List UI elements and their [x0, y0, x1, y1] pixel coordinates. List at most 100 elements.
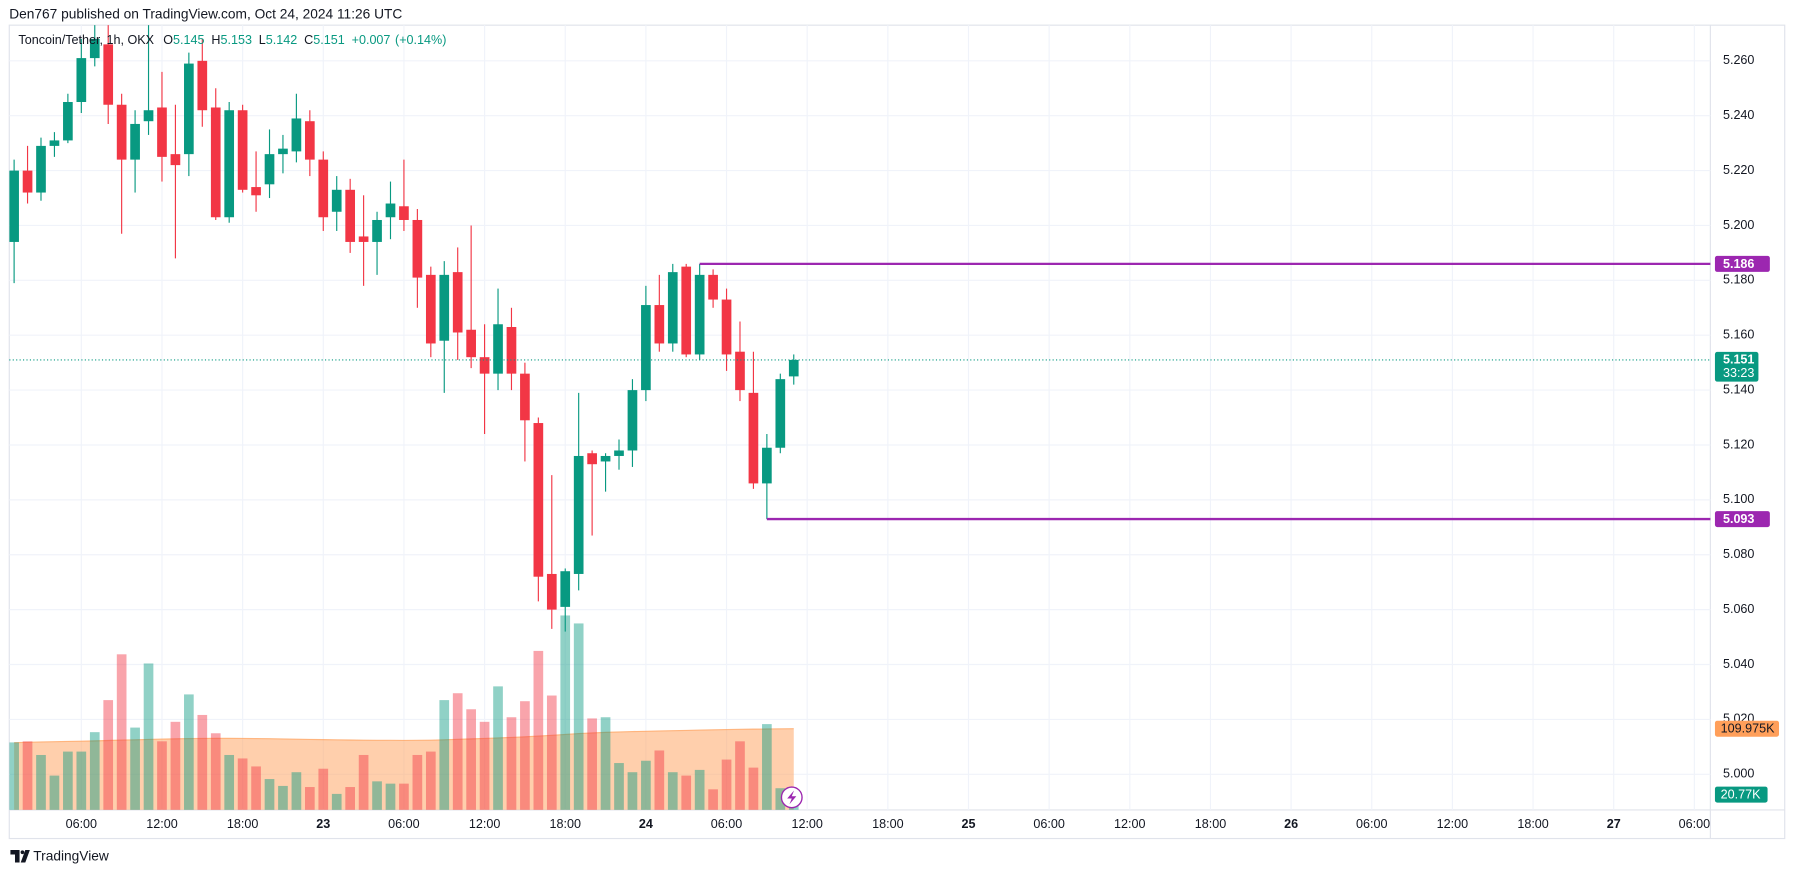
volume-label: 20.77K [1721, 787, 1761, 801]
candle-body [412, 219, 423, 278]
candle-body [614, 450, 624, 456]
candle-body [345, 189, 356, 242]
overlay: 5.0005.0205.0405.0605.0805.1005.1205.140… [9, 53, 1780, 831]
volume-bar [237, 758, 248, 810]
y-tick-label: 5.080 [1723, 547, 1754, 561]
candle-body [788, 359, 799, 377]
legend-field-letter: C [304, 34, 313, 48]
volume-bar [304, 787, 315, 810]
volume-bar [130, 727, 140, 810]
candle-body [560, 571, 571, 607]
volume-bar [506, 717, 517, 810]
candle-body [170, 154, 181, 166]
volume-ma-line [14, 728, 794, 744]
volume-bar [251, 766, 261, 810]
candle-body [116, 104, 127, 160]
volume-bar [520, 701, 530, 810]
legend-value: 5.142 [266, 34, 297, 48]
y-tick-label: 5.260 [1723, 53, 1754, 67]
candle-body [479, 357, 490, 374]
volume-bar [224, 754, 235, 810]
volume-bar [399, 783, 409, 810]
candle-body [36, 145, 46, 193]
volume-bar [452, 693, 463, 810]
x-tick-label: 24 [639, 817, 653, 831]
volume-bar [560, 615, 571, 810]
candle-body [762, 447, 772, 484]
volume-bar [278, 785, 288, 810]
volume-bar [600, 717, 611, 810]
candle-body [210, 107, 221, 218]
candle-body [372, 219, 382, 242]
candle-body [264, 154, 275, 185]
volume-bar [103, 700, 114, 810]
legend-change-percent: (+0.14%) [395, 34, 446, 48]
candle-body [184, 63, 194, 155]
volume-bar [170, 721, 181, 810]
volume-ma-area [14, 728, 794, 810]
candle-body [654, 305, 665, 344]
candle-body [22, 170, 33, 193]
candle-body [439, 274, 450, 341]
legend-value: 5.145 [173, 34, 204, 48]
logo [10, 849, 30, 863]
y-tick-label: 5.040 [1723, 657, 1754, 671]
candle-body [318, 159, 329, 218]
volume-bar [775, 788, 786, 810]
legend-symbol: Toncoin/Tether, 1h, OKX [18, 34, 154, 48]
x-tick-label: 18:00 [549, 817, 580, 831]
candle-body [533, 423, 544, 577]
volume-bar [63, 751, 73, 810]
x-tick-label: 06:00 [388, 817, 419, 831]
volume-bar [479, 721, 490, 810]
x-tick-label: 25 [962, 817, 976, 831]
legend-value: 5.151 [313, 34, 344, 48]
x-tick-label: 12:00 [469, 817, 500, 831]
y-tick-label: 5.000 [1723, 767, 1754, 781]
y-tick-label: 5.120 [1723, 437, 1754, 451]
volume-bar [708, 789, 718, 810]
volume-bar [721, 759, 732, 810]
volume-bar [762, 724, 772, 810]
volume-bar [573, 623, 584, 810]
candle-body [76, 58, 87, 102]
volume-bar [345, 787, 356, 810]
volume-label-box [1714, 786, 1768, 803]
legend-change: +0.007 [352, 34, 391, 48]
x-tick-label: 18:00 [872, 817, 903, 831]
candle-body [143, 110, 154, 122]
legend-field-letter: O [163, 34, 173, 48]
x-tick-label: 12:00 [146, 817, 177, 831]
last-price-box [1714, 351, 1759, 382]
volume-bar [197, 714, 208, 810]
x-tick-label: 18:00 [1195, 817, 1226, 831]
volume-bar [358, 754, 369, 810]
candle-body [425, 274, 436, 344]
volume-bar [627, 772, 638, 810]
candle-body [63, 101, 73, 141]
candle-body [721, 299, 732, 355]
volume-bar [89, 732, 100, 810]
y-tick-label: 5.240 [1723, 108, 1754, 122]
candle-body [466, 329, 476, 358]
candle-body [103, 44, 114, 105]
volume-bar [116, 654, 127, 810]
x-tick-label: 26 [1284, 817, 1298, 831]
x-tick-label: 06:00 [711, 817, 742, 831]
x-tick-label: 23 [316, 817, 330, 831]
candle-body [331, 189, 342, 212]
volume-bar [9, 742, 19, 810]
candle-body [224, 110, 235, 218]
volume-bar [36, 754, 46, 810]
volume-bar [748, 767, 759, 810]
level-label: 5.186 [1723, 257, 1754, 271]
candle-body [506, 327, 517, 374]
volume-bar [143, 663, 154, 810]
volume-bar [76, 751, 87, 810]
volume-bar [210, 733, 221, 810]
candle-body [130, 123, 140, 160]
volume-bar [372, 781, 382, 810]
x-tick-label: 18:00 [227, 817, 258, 831]
candle-body [587, 453, 597, 465]
